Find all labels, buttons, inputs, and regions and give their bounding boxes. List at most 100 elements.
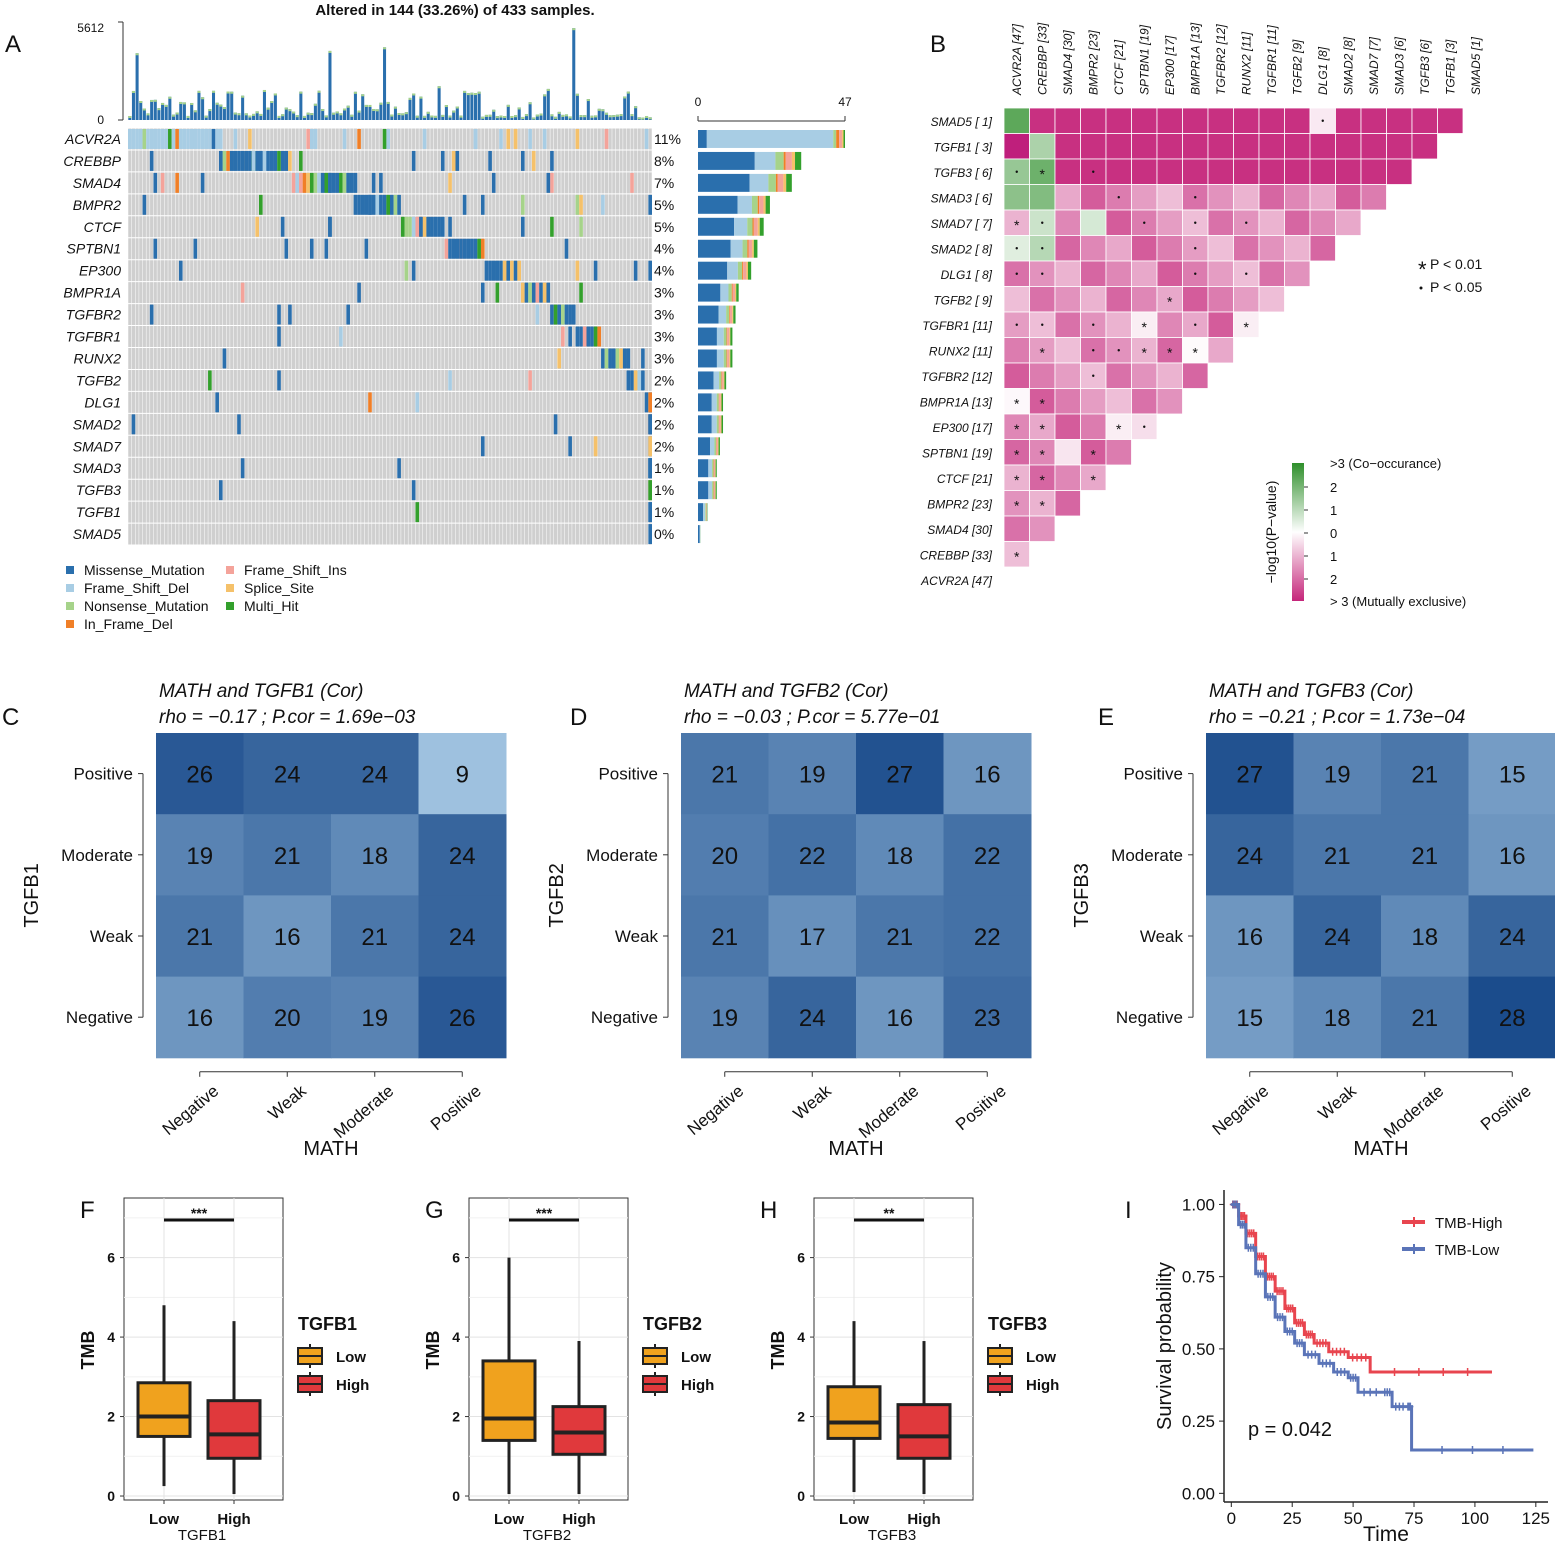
mutation-cell [218,480,223,501]
burden-bar [219,104,223,120]
colorbar-tick-label: 2 [1330,480,1337,495]
legend-label: Missense_Mutation [84,562,205,578]
count-bar-segment [752,217,754,236]
sig-star: * [1167,344,1173,360]
mutation-cell [604,129,609,149]
burden-bar-top [230,91,234,94]
col-label: TGFBR2 [12] [1214,24,1228,95]
burden-bar-top [313,103,317,106]
heatmap-cell [1206,895,1294,978]
mutation-cell [542,282,547,303]
row-label: SMAD7 [ 7] [931,217,993,231]
heatmap-value: 24 [1324,924,1351,951]
interaction-cell [1335,133,1362,160]
burden-bar-top [161,102,165,105]
interaction-cell [1080,311,1107,338]
burden-bar [459,115,463,120]
interaction-cell [1309,158,1336,185]
interaction-cell [1335,158,1362,185]
burden-bar-top [645,115,649,118]
interaction-cell [1386,133,1413,160]
interaction-cell [1131,158,1158,185]
gene-label: SPTBN1 [67,241,121,257]
count-bar-segment [777,173,784,192]
gene-percent: 2% [654,394,674,410]
count-bar-segment [698,283,721,302]
mutation-cell [160,129,165,149]
interaction-cell [1105,235,1132,262]
y-tick-label: Weak [1140,927,1184,946]
count-bar-segment [729,305,730,324]
interaction-cell [1284,184,1311,211]
legend-label: Low [1026,1349,1056,1366]
heatmap-value: 21 [711,924,738,951]
mutation-cell [178,129,183,149]
interaction-cell [1284,235,1311,262]
count-bar-segment [746,261,748,280]
mutation-cell [601,194,605,215]
burden-bar-top [550,114,554,117]
row-label: DLG1 [ 8] [941,268,993,282]
heatmap-value: 21 [1324,843,1351,870]
heatmap-value: 21 [1411,762,1438,789]
burden-bar [583,115,587,120]
mutation-cell [455,238,460,259]
burden-bar-top [470,92,474,95]
interaction-cell [1054,490,1081,517]
y-tick-label: Weak [615,927,659,946]
count-bar-segment [742,239,748,258]
mutation-cell [637,370,642,391]
count-bar-segment [733,305,736,324]
burden-bar-top [302,115,307,118]
gene-label: CTCF [84,219,123,235]
burden-bar-top [583,115,587,118]
count-bar-segment [747,239,749,258]
mutation-cell [433,216,438,237]
heatmap-cell [331,814,419,896]
count-bar-segment [698,239,731,258]
heatmap-cell [681,814,769,896]
count-bar-segment [786,173,792,192]
col-label: SMAD3 [6] [1392,36,1406,95]
x-tick-label: 75 [1405,1509,1424,1528]
burden-bar-top [459,115,463,118]
count-bar-segment [775,173,778,192]
mutation-cell [568,304,572,325]
burden-bar-top [564,114,569,117]
mutation-cell [277,150,281,171]
interaction-cell [1182,362,1209,389]
burden-bar-top [168,96,172,99]
sig-dot [1092,323,1095,326]
x-tick-label: Moderate [330,1081,397,1142]
burden-bar-top [197,90,201,93]
heatmap-cell [856,895,944,978]
sig-star: * [1091,472,1097,488]
mutation-cell [513,129,518,149]
count-bar-segment [763,195,766,214]
count-bar-segment [839,130,843,148]
mutation-cell [491,172,496,193]
mutation-cell [404,216,409,237]
mutation-cell [411,260,416,281]
gene-percent: 1% [654,460,674,476]
burden-bar [248,115,252,120]
interaction-cell [1360,133,1387,160]
heatmap-value: 23 [974,1005,1001,1032]
count-bar-segment [699,525,701,544]
mutation-cell [586,326,591,347]
mutation-cell [579,194,583,215]
burden-bar-top [142,108,146,111]
burden-bar [233,112,237,120]
sig-dot [1117,349,1120,352]
x-tick-label: High [907,1511,940,1528]
censor-mark [1241,1220,1248,1229]
mutation-cell [215,129,219,149]
burden-bar-top [488,114,492,117]
burden-bar [393,106,397,120]
mutation-cell [131,414,136,435]
count-bar-segment [720,393,722,412]
burden-bar [375,109,379,120]
heatmap-value: 19 [361,1005,388,1032]
col-label: BMPR1A [13] [1188,22,1202,95]
burden-bar-top [259,113,263,116]
